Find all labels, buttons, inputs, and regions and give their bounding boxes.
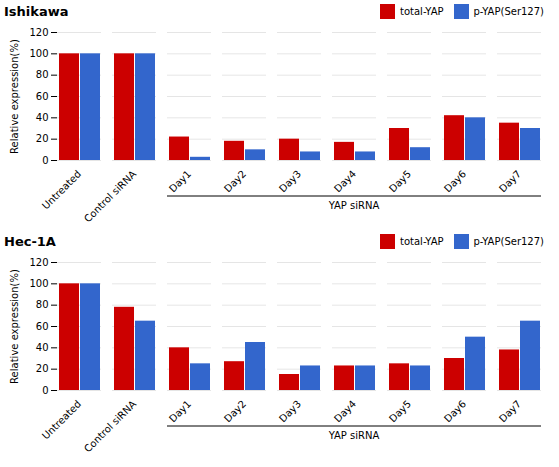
svg-text:100: 100: [29, 48, 48, 59]
svg-text:Day6: Day6: [442, 168, 468, 194]
svg-text:Day5: Day5: [387, 398, 413, 424]
html-text:total-YAP: total-YAP: [400, 5, 444, 17]
svg-text:0: 0: [42, 385, 48, 396]
svg-text:Day4: Day4: [332, 398, 358, 424]
svg-text:120: 120: [29, 257, 48, 268]
svg-text:Untreated: Untreated: [40, 168, 83, 211]
svg-text:40: 40: [36, 112, 49, 123]
svg-text:80: 80: [36, 299, 49, 310]
svg-text:Control siRNA: Control siRNA: [82, 168, 138, 224]
svg-text:20: 20: [36, 133, 49, 144]
html-text:p-YAP(Ser127): p-YAP(Ser127): [473, 5, 544, 17]
html-text:Ishikawa: Ishikawa: [4, 3, 69, 19]
svg-text:Day1: Day1: [167, 398, 193, 424]
svg-text:Day6: Day6: [442, 398, 468, 424]
svg-text:80: 80: [36, 69, 49, 80]
svg-text:Relative expression(%): Relative expression(%): [9, 269, 20, 384]
svg-text:120: 120: [29, 27, 48, 38]
svg-text:60: 60: [36, 91, 49, 102]
svg-text:20: 20: [36, 363, 49, 374]
svg-text:60: 60: [36, 321, 49, 332]
svg-text:Day2: Day2: [222, 398, 248, 424]
svg-text:Day3: Day3: [277, 398, 303, 424]
svg-text:Untreated: Untreated: [40, 398, 83, 441]
svg-text:100: 100: [29, 278, 48, 289]
svg-text:Day5: Day5: [387, 168, 413, 194]
html-text:Hec-1A: Hec-1A: [4, 233, 56, 249]
svg-text:Day7: Day7: [497, 168, 523, 194]
svg-text:Relative expression(%): Relative expression(%): [9, 39, 20, 154]
svg-text:Day1: Day1: [167, 168, 193, 194]
svg-text:Day7: Day7: [497, 398, 523, 424]
html-text:p-YAP(Ser127): p-YAP(Ser127): [473, 235, 544, 247]
svg-text:Day4: Day4: [332, 168, 358, 194]
svg-text:YAP siRNA: YAP siRNA: [328, 430, 380, 441]
svg-text:YAP siRNA: YAP siRNA: [328, 200, 380, 211]
svg-text:0: 0: [42, 155, 48, 166]
svg-text:Day2: Day2: [222, 168, 248, 194]
svg-text:Day3: Day3: [277, 168, 303, 194]
html-text:total-YAP: total-YAP: [400, 235, 444, 247]
svg-text:Control siRNA: Control siRNA: [82, 398, 138, 454]
svg-text:40: 40: [36, 342, 49, 353]
